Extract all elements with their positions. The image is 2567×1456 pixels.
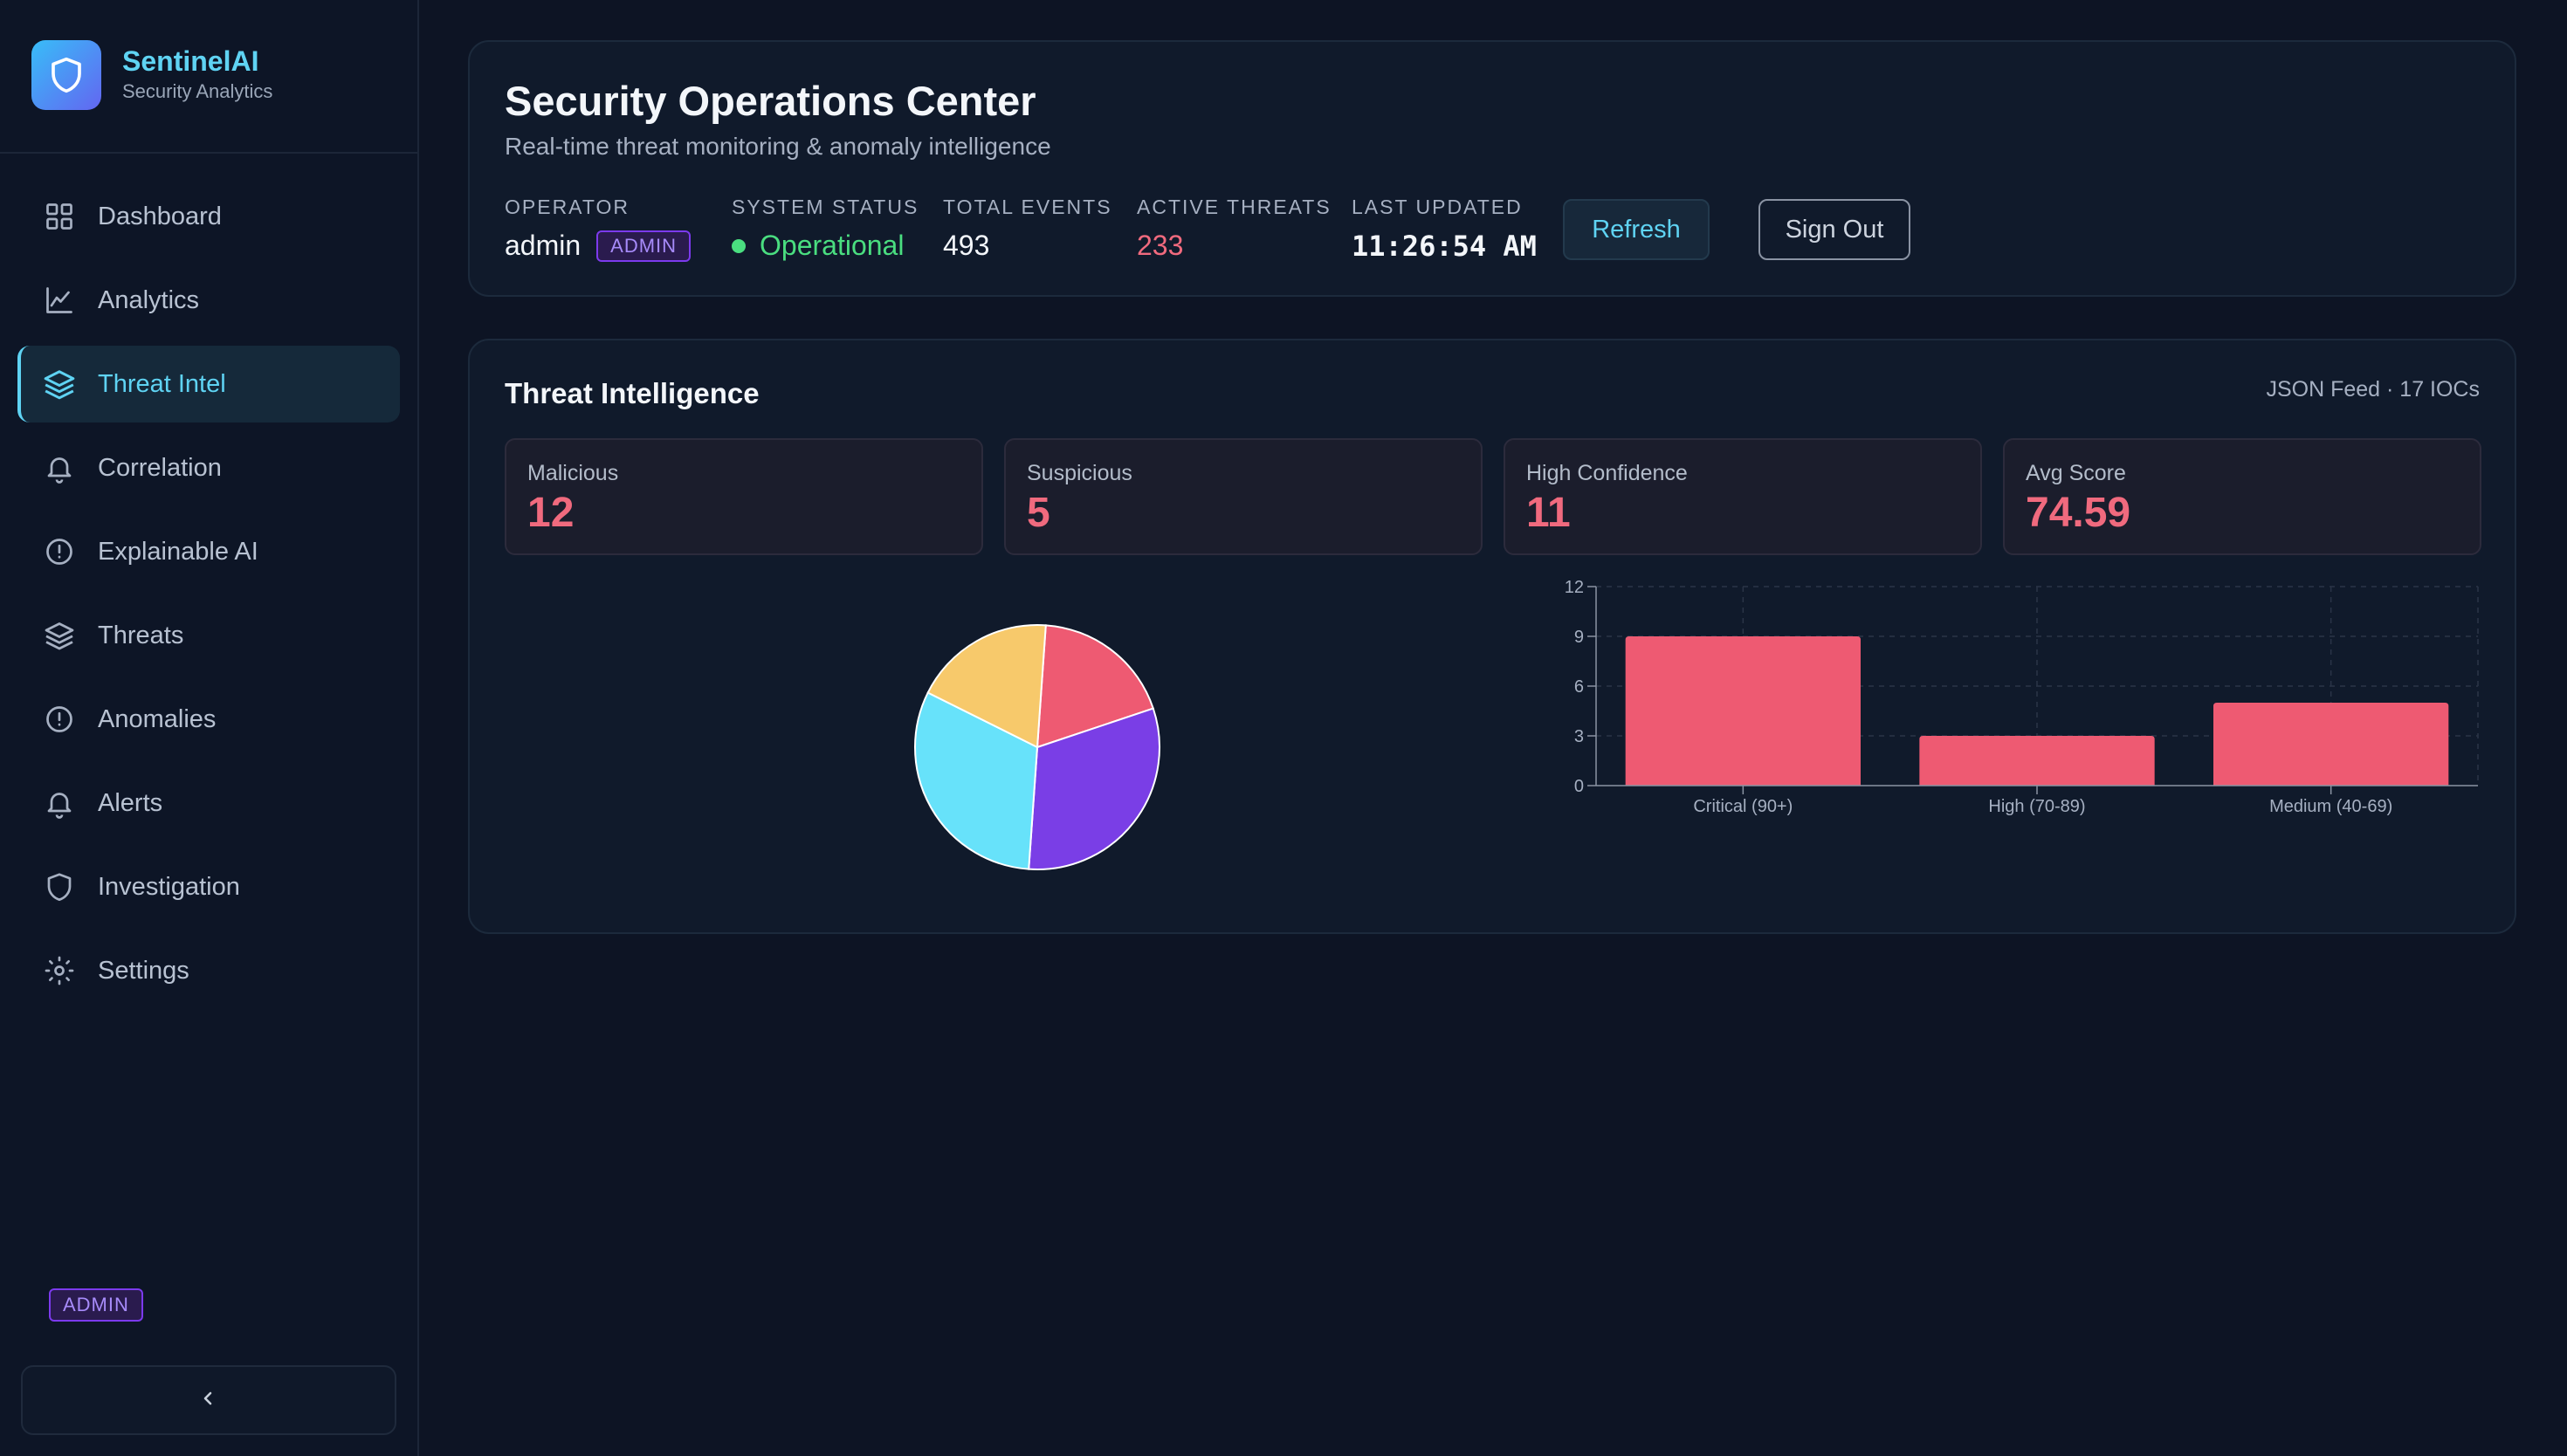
sidebar-item-label: Threats: [98, 622, 184, 649]
sidebar-item-dashboard[interactable]: Dashboard: [17, 178, 400, 255]
sidebar-item-analytics[interactable]: Analytics: [17, 262, 400, 339]
last-updated-value: 11:26:54 AM: [1352, 230, 1537, 263]
metric-value: 5: [1027, 490, 1050, 536]
metric-value: 74.59: [2026, 490, 2131, 536]
pie-slice: [1028, 707, 1160, 871]
sidebar: SentinelAI Security Analytics Dashboard …: [0, 0, 419, 1456]
sidebar-item-label: Settings: [98, 957, 189, 985]
y-tick-label: 0: [1574, 777, 1584, 796]
alert-circle-icon: [42, 534, 77, 569]
metric-label: Malicious: [527, 461, 619, 485]
sidebar-item-label: Anomalies: [98, 705, 217, 733]
x-tick-label: Medium (40-69): [2269, 797, 2392, 816]
operator-stat: OPERATOR admin ADMIN: [505, 196, 692, 262]
y-tick-label: 3: [1574, 727, 1584, 746]
sidebar-nav: Dashboard Analytics Threat Intel: [17, 178, 400, 1016]
brand-subtitle: Security Analytics: [122, 80, 273, 102]
threat-intel-title: Threat Intelligence: [505, 377, 760, 409]
bar: [2213, 703, 2449, 786]
system-status-value: Operational: [760, 230, 905, 261]
sidebar-item-anomalies[interactable]: Anomalies: [17, 681, 400, 758]
sidebar-item-settings[interactable]: Settings: [17, 932, 400, 1009]
alert-circle-icon: [42, 702, 77, 737]
sidebar-item-alerts[interactable]: Alerts: [17, 765, 400, 841]
bell-icon: [42, 450, 77, 485]
total-events-value: 493: [943, 230, 990, 261]
page-subtitle: Real-time threat monitoring & anomaly in…: [505, 133, 1051, 160]
layers-icon: [42, 618, 77, 653]
shield-icon: [42, 869, 77, 904]
bell-icon: [42, 786, 77, 821]
pie-chart: [914, 623, 1160, 871]
metric-label: Suspicious: [1027, 461, 1132, 485]
metric-malicious: Malicious 12: [505, 438, 983, 555]
y-tick-label: 12: [1565, 578, 1584, 597]
active-threats-stat: ACTIVE THREATS 233: [1137, 196, 1332, 262]
system-status-stat: SYSTEM STATUS Operational: [732, 196, 919, 262]
pie-slice: [914, 691, 1039, 870]
threat-intel-card: Threat Intelligence JSON Feed · 17 IOCs …: [468, 339, 2516, 934]
shield-logo-icon: [31, 40, 101, 110]
sidebar-item-label: Dashboard: [98, 203, 222, 230]
y-tick-label: 9: [1574, 628, 1584, 647]
line-chart-icon: [42, 283, 77, 318]
metric-value: 12: [527, 490, 575, 536]
sign-out-button[interactable]: Sign Out: [1758, 199, 1910, 260]
brand: SentinelAI Security Analytics: [0, 0, 417, 154]
active-threats-label: ACTIVE THREATS: [1137, 196, 1332, 218]
sidebar-item-label: Explainable AI: [98, 538, 258, 566]
page-title: Security Operations Center: [505, 78, 1036, 124]
bar: [1919, 736, 2155, 786]
operator-label: OPERATOR: [505, 196, 630, 218]
metric-value: 11: [1526, 490, 1571, 536]
sidebar-item-explainable-ai[interactable]: Explainable AI: [17, 513, 400, 590]
active-threats-value: 233: [1137, 230, 1184, 261]
status-dot-icon: [732, 238, 746, 253]
y-tick-label: 6: [1574, 677, 1584, 697]
x-tick-label: High (70-89): [1988, 797, 2085, 816]
total-events-stat: TOTAL EVENTS 493: [943, 196, 1112, 262]
chevron-left-icon: [198, 1388, 219, 1413]
gear-icon: [42, 953, 77, 988]
operator-value: admin: [505, 230, 582, 261]
sidebar-item-label: Analytics: [98, 286, 200, 314]
metric-high-confidence: High Confidence 11: [1504, 438, 1982, 555]
x-tick-label: Critical (90+): [1693, 797, 1793, 816]
sidebar-item-threats[interactable]: Threats: [17, 597, 400, 674]
pie-slice: [926, 623, 1047, 749]
system-status-label: SYSTEM STATUS: [732, 196, 919, 218]
total-events-label: TOTAL EVENTS: [943, 196, 1112, 218]
sidebar-item-label: Correlation: [98, 454, 222, 482]
feed-info: JSON Feed · 17 IOCs: [2266, 377, 2480, 402]
layers-icon: [42, 367, 77, 402]
last-updated-label: LAST UPDATED: [1352, 196, 1523, 218]
sidebar-item-label: Alerts: [98, 789, 163, 817]
bar: [1625, 636, 1861, 786]
metric-label: Avg Score: [2026, 461, 2126, 485]
role-badge: ADMIN: [49, 1288, 143, 1322]
sidebar-item-correlation[interactable]: Correlation: [17, 429, 400, 506]
metric-avg-score: Avg Score 74.59: [2003, 438, 2481, 555]
header-card: Security Operations Center Real-time thr…: [468, 40, 2516, 297]
last-updated-stat: LAST UPDATED 11:26:54 AM: [1352, 196, 1537, 263]
sidebar-item-threat-intel[interactable]: Threat Intel: [17, 346, 400, 422]
sidebar-item-label: Investigation: [98, 873, 240, 901]
grid-icon: [42, 199, 77, 234]
collapse-sidebar-button[interactable]: [21, 1365, 396, 1435]
refresh-button[interactable]: Refresh: [1563, 199, 1710, 260]
pie-slice: [1036, 624, 1155, 749]
bar-chart: 0 3 6 9 12 Critical (90+) High (70-89) Medium (…: [1565, 578, 2479, 816]
metric-suspicious: Suspicious 5: [1004, 438, 1483, 555]
operator-role-badge: ADMIN: [596, 230, 692, 262]
sidebar-item-label: Threat Intel: [98, 370, 226, 398]
sidebar-item-investigation[interactable]: Investigation: [17, 848, 400, 925]
metric-label: High Confidence: [1526, 461, 1688, 485]
brand-name: SentinelAI: [122, 45, 259, 77]
